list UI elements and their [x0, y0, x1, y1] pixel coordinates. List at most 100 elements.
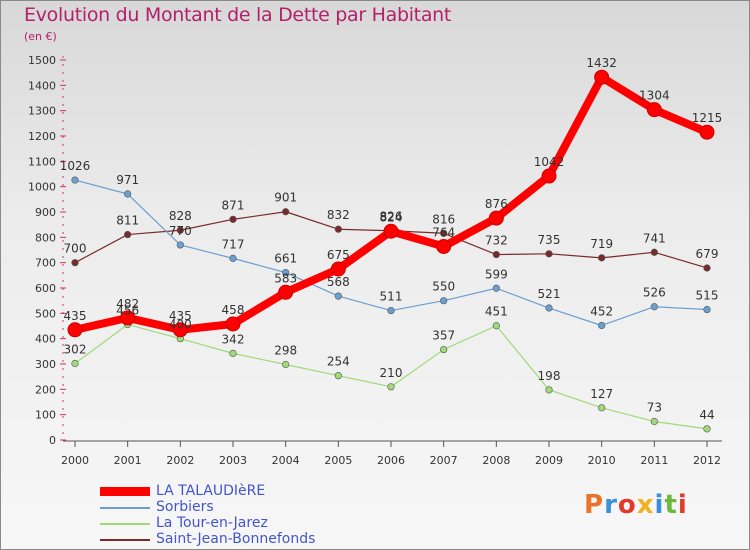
y-tick-label: 700	[35, 257, 56, 270]
legend-swatch-la-tour-en-jarez	[100, 523, 150, 525]
x-tick-label: 2002	[166, 454, 194, 467]
y-tick-label: 1400	[28, 79, 56, 92]
data-point	[541, 168, 557, 184]
legend-item-saint-jean-bonnefonds: Saint-Jean-Bonnefonds	[100, 531, 360, 548]
data-point	[387, 306, 395, 315]
logo-letter: i	[677, 490, 688, 520]
data-point	[334, 372, 342, 380]
data-point	[699, 124, 715, 140]
data-point	[703, 425, 711, 433]
data-point	[650, 248, 658, 256]
data-point	[176, 226, 184, 234]
y-tick-label: 500	[35, 307, 56, 320]
y-tick-label: 300	[35, 358, 56, 371]
data-label: 700	[64, 242, 87, 256]
data-point	[282, 208, 290, 216]
data-point	[440, 229, 448, 237]
data-label: 971	[116, 173, 139, 187]
logo-letter: i	[654, 490, 665, 520]
legend-swatch-saint-jean-bonnefonds	[100, 539, 150, 541]
data-label: 521	[538, 287, 561, 301]
data-label: 44	[699, 408, 714, 422]
data-label: 876	[485, 197, 508, 211]
data-point	[120, 310, 136, 326]
legend-item-la-talaudiere: LA TALAUDIèRE	[100, 483, 360, 500]
data-label: 210	[380, 366, 403, 380]
data-point	[594, 69, 610, 85]
data-label: 811	[116, 214, 139, 228]
x-tick-label: 2003	[219, 454, 247, 467]
y-tick-label: 0	[49, 434, 56, 447]
data-label: 1432	[586, 56, 617, 70]
data-point	[67, 322, 83, 338]
data-label: 458	[222, 303, 245, 317]
y-tick-label: 1300	[28, 105, 56, 118]
data-point	[172, 322, 188, 338]
data-point	[383, 223, 399, 239]
data-point	[440, 297, 448, 305]
data-point	[436, 238, 452, 254]
data-label: 298	[274, 344, 297, 358]
logo-letter: P	[584, 490, 605, 520]
data-label: 735	[538, 233, 561, 247]
data-label: 435	[64, 309, 87, 323]
data-label: 357	[432, 329, 455, 343]
data-point	[545, 386, 553, 394]
data-point	[598, 321, 606, 330]
data-label: 342	[222, 332, 245, 346]
legend-label-sorbiers: Sorbiers	[156, 499, 214, 515]
data-label: 719	[590, 237, 613, 251]
data-label: 770	[169, 224, 192, 238]
data-point	[282, 268, 290, 277]
data-point	[703, 305, 711, 314]
y-tick-label: 1200	[28, 130, 56, 143]
data-point	[492, 250, 500, 259]
data-label: 583	[274, 271, 297, 285]
data-label: 661	[274, 252, 297, 266]
data-point	[598, 254, 606, 262]
data-point	[598, 404, 606, 412]
y-tick-label: 600	[35, 282, 56, 295]
legend-item-la-tour-en-jarez: La Tour-en-Jarez	[100, 515, 360, 532]
y-tick-label: 400	[35, 333, 56, 346]
data-label: 451	[485, 305, 508, 319]
logo-letter: r	[604, 490, 618, 520]
data-point	[334, 225, 342, 233]
data-point	[492, 322, 500, 330]
data-label: 73	[647, 401, 662, 415]
data-label: 717	[222, 237, 245, 251]
legend-swatch-la-talaudiere	[100, 487, 150, 496]
data-label: 1304	[639, 89, 670, 103]
data-label: 511	[380, 290, 403, 304]
chart-title: Evolution du Montant de la Dette par Hab…	[24, 4, 452, 26]
data-label: 482	[116, 297, 139, 311]
chart-subtitle: (en €)	[24, 30, 57, 43]
y-tick-label: 900	[35, 206, 56, 219]
x-tick-label: 2007	[430, 454, 458, 467]
x-tick-label: 2000	[61, 454, 89, 467]
legend-item-sorbiers: Sorbiers	[100, 499, 360, 516]
data-label: 452	[590, 304, 613, 318]
y-tick-label: 100	[35, 409, 56, 422]
x-tick-label: 2004	[272, 454, 300, 467]
data-label: 526	[643, 286, 666, 300]
data-label: 816	[432, 212, 455, 226]
data-point	[440, 345, 448, 354]
x-tick-label: 2010	[588, 454, 616, 467]
logo-letter: o	[617, 490, 637, 520]
data-label: 901	[274, 191, 297, 205]
data-point	[650, 417, 658, 426]
data-point	[334, 292, 342, 300]
data-point	[488, 210, 504, 226]
y-tick-label: 800	[35, 231, 56, 244]
data-point	[703, 264, 711, 272]
data-point	[330, 261, 346, 277]
data-point	[71, 176, 79, 184]
data-label: 764	[432, 225, 455, 239]
data-label: 675	[327, 248, 350, 262]
data-label: 550	[432, 280, 455, 294]
data-label: 599	[485, 267, 508, 281]
data-label: 127	[590, 387, 613, 401]
data-label: 741	[643, 231, 666, 245]
